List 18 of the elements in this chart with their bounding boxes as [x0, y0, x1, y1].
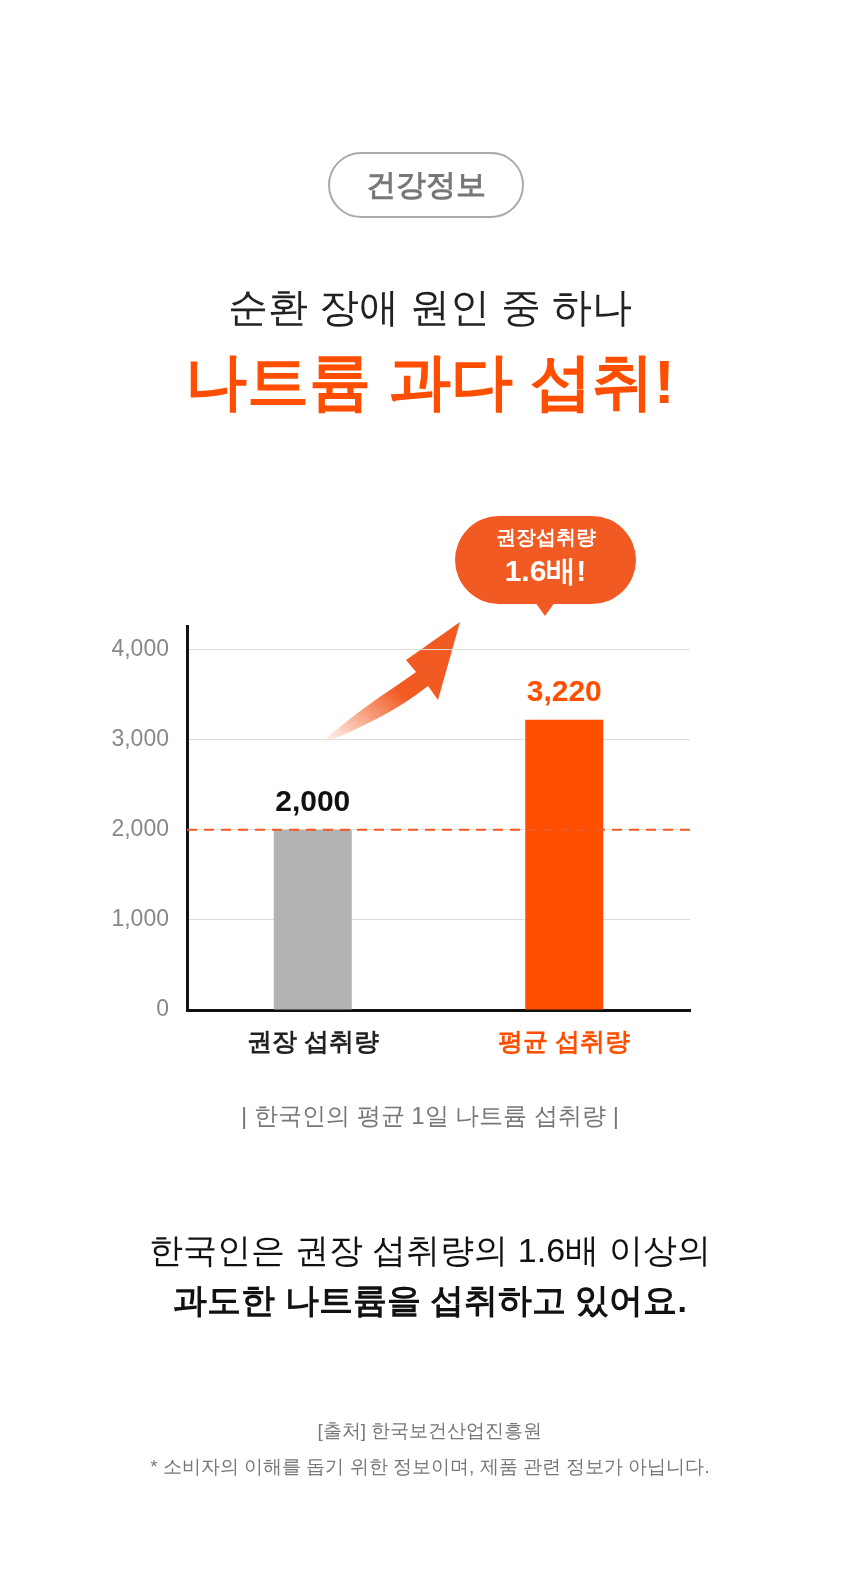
text: 과도한 나트륨을 섭취하고 있어요.: [172, 1280, 688, 1321]
x-tick-label: 평균 섭취량: [498, 1026, 631, 1055]
y-tick-label: 2,000: [111, 815, 169, 842]
y-tick-label: 1,000: [111, 905, 169, 932]
chart-subtitle: 순환 장애 원인 중 하나: [226, 284, 634, 331]
data-label: 3,220: [526, 673, 602, 707]
x-axis-title: | 한국인의 평균 1일 나트륨 섭취량 |: [240, 1101, 620, 1131]
text: * 소비자의 이해를 돕기 위한 정보이며, 제품 관련 정보가 아닙니다.: [149, 1455, 711, 1479]
y-tick-label: 3,000: [111, 724, 169, 751]
data-label: 2,000: [275, 783, 351, 817]
text: 건강정보: [328, 152, 524, 218]
x-tick-label: 권장 섭취량: [246, 1026, 379, 1055]
y-tick-label: 4,000: [111, 634, 169, 661]
chart-title: 나트륨 과다 섭취!: [184, 346, 676, 418]
text: [출처] 한국보건산업진흥원: [316, 1419, 544, 1443]
text: 권장섭취량 1.6배!: [494, 525, 597, 589]
text: 한국인은 권장 섭취량의 1.6배 이상의: [148, 1230, 712, 1271]
y-tick-label: 0: [156, 995, 169, 1022]
